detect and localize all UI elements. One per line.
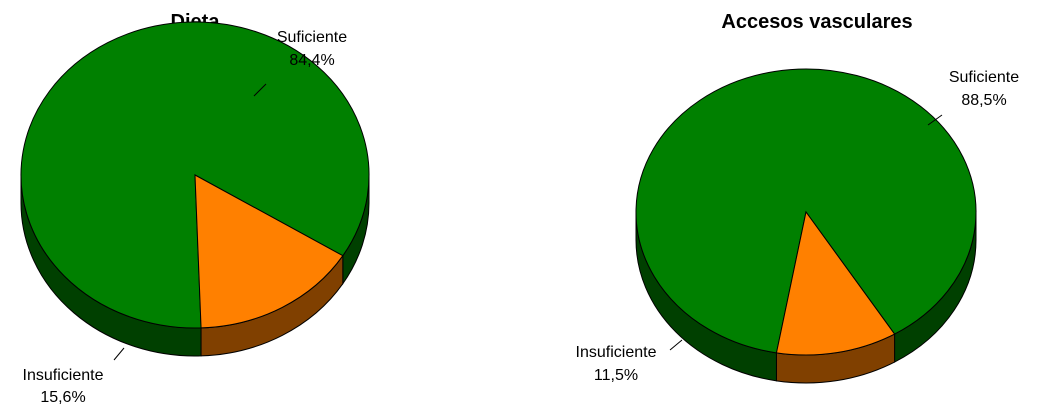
slice-label-suficiente: Suficiente [277, 29, 347, 46]
slice-value-insuficiente: 11,5% [594, 367, 638, 384]
chart-title: Accesos vasculares [721, 11, 912, 33]
slice-value-insuficiente: 15,6% [40, 389, 85, 406]
slice-suficiente [635, 68, 977, 354]
pie-dieta [20, 21, 370, 357]
slice-label-suficiente: Suficiente [949, 69, 1019, 86]
chart-accesos-vasculares: Accesos vasculares Suficiente 88,5% Insu… [576, 11, 1020, 384]
leader-line-insuficiente [669, 339, 683, 351]
slice-value-suficiente: 84,4% [289, 52, 334, 69]
slice-label-insuficiente: Insuficiente [23, 367, 104, 384]
leader-line-suficiente [253, 83, 267, 97]
slice-value-suficiente: 88,5% [961, 92, 1006, 109]
pie-accesos-vasculares [635, 68, 977, 384]
leader-line-insuficiente [113, 347, 125, 361]
slice-insuficiente [775, 210, 896, 356]
slice-insuficiente [194, 174, 344, 329]
slice-label-insuficiente: Insuficiente [576, 344, 657, 361]
chart-dieta: Dieta Suficiente 84,4% Insuficiente 15,6… [20, 11, 370, 406]
leader-line-suficiente [927, 114, 943, 126]
